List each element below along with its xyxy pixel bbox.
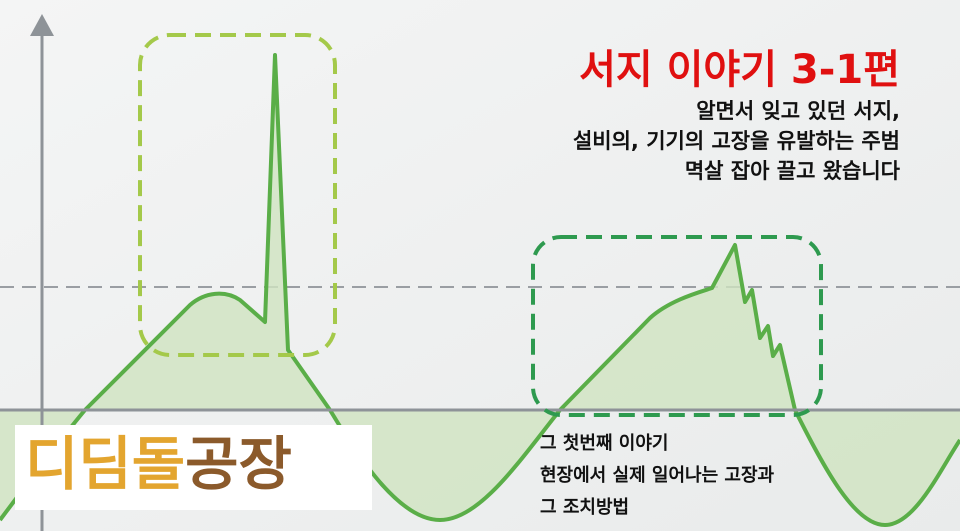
- logo-box: [15, 425, 372, 510]
- wave-fill: [0, 55, 960, 525]
- caption-line: 그 첫번째 이야기: [540, 433, 668, 454]
- subtitle-line: 멱살 잡아 끌고 왔습니다: [685, 159, 901, 183]
- surge-highlight: [531, 235, 823, 417]
- logo-part: 공장: [185, 430, 292, 498]
- y-axis-arrow: [30, 14, 54, 36]
- wave-line: [0, 53, 960, 527]
- logo-part: 디딤돌: [25, 430, 185, 498]
- caption-line: 현장에서 실제 일어나는 고장과: [540, 465, 775, 486]
- caption-line: 그 조치방법: [540, 497, 629, 518]
- spike-highlight: [138, 33, 337, 357]
- logo: 디딤돌공장: [25, 430, 292, 498]
- subtitle-line: 설비의, 기기의 고장을 유발하는 주범: [573, 129, 900, 153]
- title: 서지 이야기 3-1편: [579, 47, 900, 93]
- subtitle-line: 알면서 잊고 있던 서지,: [696, 99, 900, 123]
